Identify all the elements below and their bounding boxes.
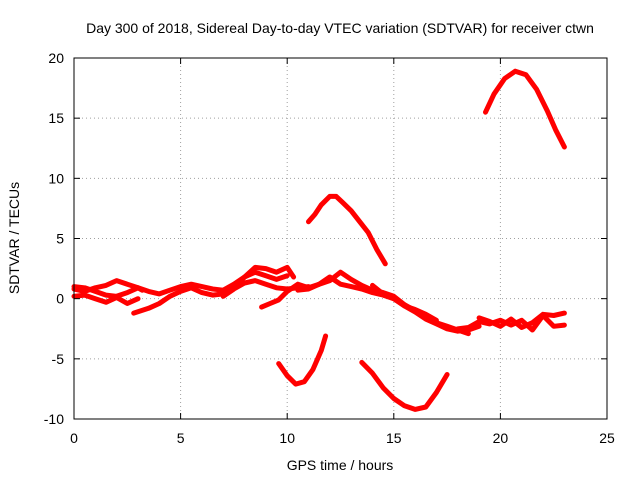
y-tick-label: 20 <box>48 50 64 66</box>
x-tick-label: 15 <box>386 430 402 446</box>
y-tick-label: -10 <box>44 411 64 427</box>
x-axis-label: GPS time / hours <box>287 457 394 473</box>
x-tick-label: 0 <box>70 430 78 446</box>
x-tick-label: 10 <box>279 430 295 446</box>
series-line-track-b <box>71 292 141 306</box>
series-line-track-i <box>455 313 567 333</box>
chart-title: Day 300 of 2018, Sidereal Day-to-day VTE… <box>86 20 594 36</box>
y-tick-label: 5 <box>56 231 64 247</box>
x-tick-label: 20 <box>493 430 509 446</box>
plot-frame <box>73 57 608 420</box>
y-tick-label: 10 <box>48 170 64 186</box>
series-line-track-g <box>295 269 471 337</box>
data-series <box>71 68 567 412</box>
series-line-track-j <box>476 310 567 330</box>
y-tick-label: 15 <box>48 110 64 126</box>
y-tick-label: -5 <box>52 351 65 367</box>
series-line-track-n <box>483 68 567 150</box>
axis-ticks: 0 5 10 15 20 25 -10 -5 0 5 10 15 20 <box>44 50 615 446</box>
series-line-track-k <box>306 193 388 267</box>
y-axis-label: SDTVAR / TECUs <box>6 182 22 294</box>
series-line-track-d <box>131 264 297 316</box>
x-tick-label: 25 <box>599 430 615 446</box>
series-line-track-h <box>370 282 439 323</box>
x-tick-label: 5 <box>177 430 185 446</box>
y-tick-label: 0 <box>56 291 64 307</box>
grid <box>74 58 607 419</box>
series-line-track-m <box>359 359 450 412</box>
series-line-track-l <box>276 333 329 387</box>
